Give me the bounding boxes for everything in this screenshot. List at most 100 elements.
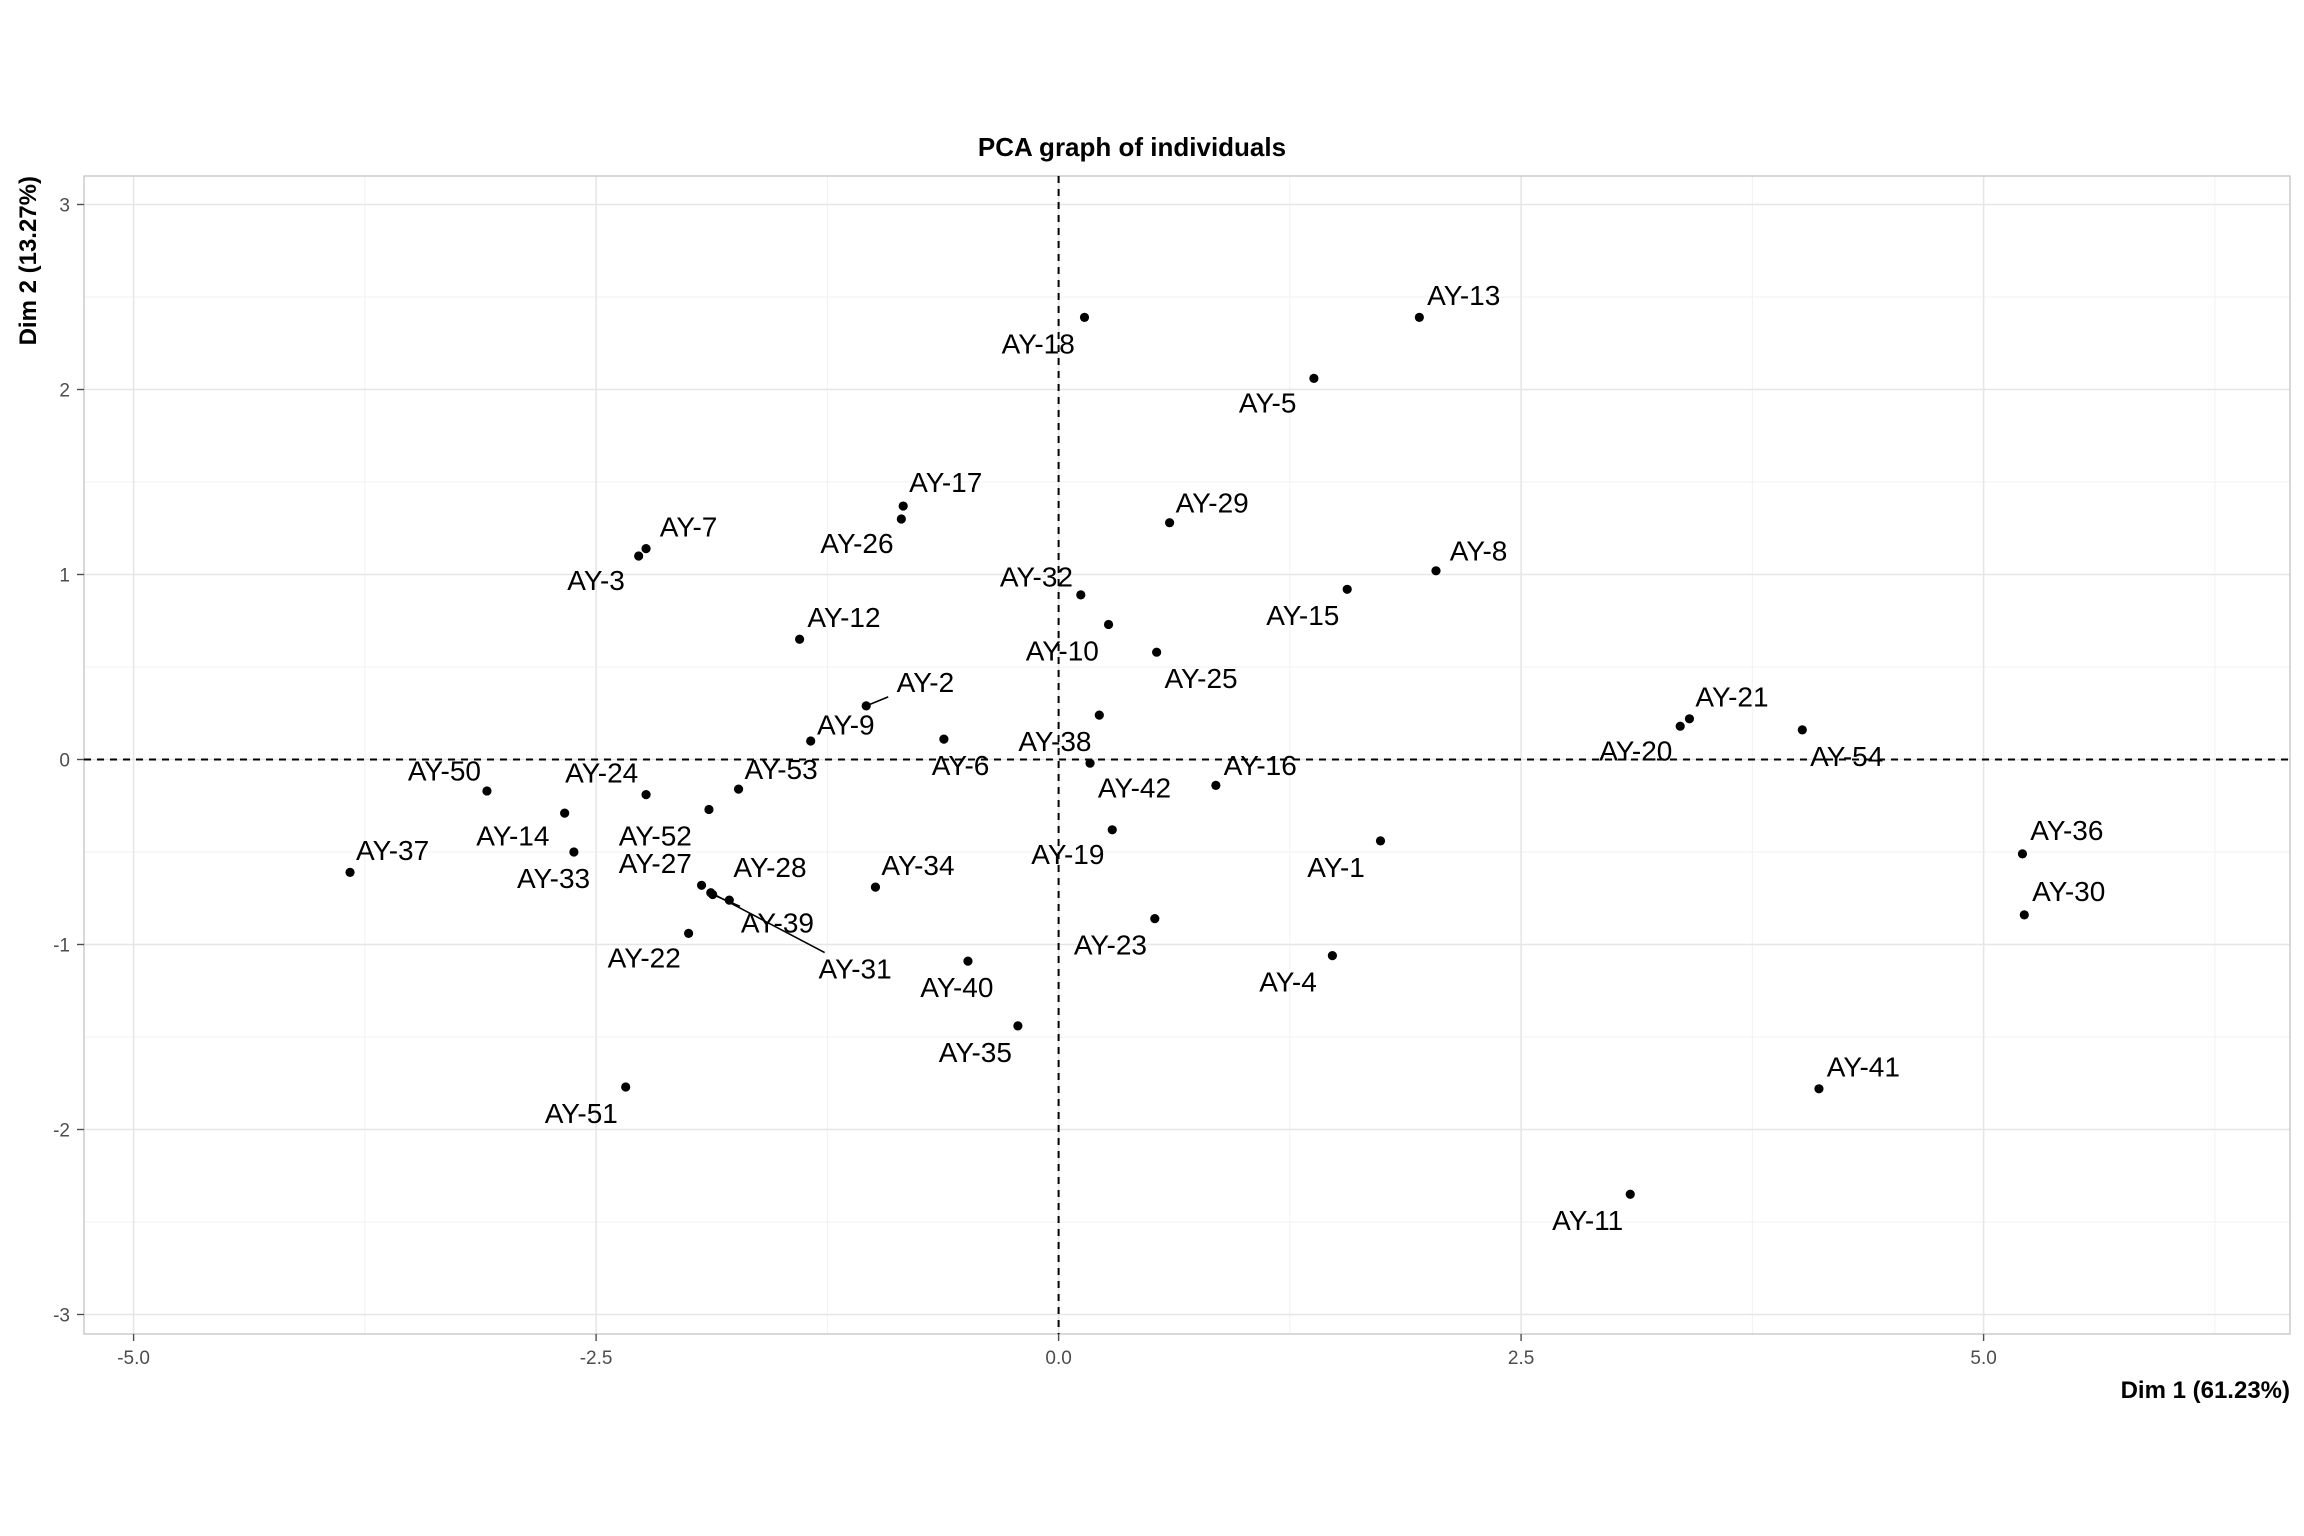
- y-tick-label: -2: [53, 1121, 70, 1142]
- chart-title: PCA graph of individuals: [978, 132, 1286, 162]
- label-ay-50: AY-50: [408, 756, 481, 787]
- point-ay-15: [1342, 584, 1352, 594]
- label-ay-20: AY-20: [1599, 735, 1672, 766]
- y-tick-label: 3: [59, 196, 70, 217]
- y-tick-label: 2: [59, 381, 70, 402]
- label-ay-52: AY-52: [619, 820, 692, 851]
- point-ay-18: [1079, 312, 1090, 322]
- point-ay-50: [482, 786, 492, 796]
- y-tick-label: 0: [59, 751, 70, 772]
- data-points: [345, 312, 2029, 1199]
- point-ay-4: [1327, 951, 1337, 961]
- x-tick-label: 0.0: [1045, 1348, 1071, 1369]
- label-ay-37: AY-37: [356, 835, 429, 866]
- point-ay-16: [1211, 780, 1221, 791]
- x-tick-label: -2.5: [580, 1348, 613, 1369]
- label-ay-3: AY-3: [567, 565, 625, 596]
- label-ay-6: AY-6: [932, 750, 990, 781]
- label-ay-2: AY-2: [897, 667, 955, 698]
- label-ay-54: AY-54: [1810, 741, 1883, 772]
- point-ay-14: [560, 808, 570, 818]
- x-tick-label: 5.0: [1970, 1348, 1996, 1369]
- label-ay-19: AY-19: [1031, 839, 1104, 870]
- panel-border: [83, 175, 2291, 1335]
- point-ay-35: [1013, 1021, 1023, 1031]
- label-ay-31: AY-31: [819, 954, 892, 985]
- point-ay-54: [1797, 725, 1807, 735]
- reference-lines: [84, 176, 2290, 1334]
- point-ay-7: [641, 544, 651, 554]
- point-ay-38: [1094, 710, 1104, 720]
- point-ay-29: [1165, 518, 1175, 528]
- point-ay-5: [1309, 373, 1319, 383]
- label-ay-29: AY-29: [1176, 487, 1249, 518]
- label-ay-7: AY-7: [660, 511, 718, 542]
- label-ay-14: AY-14: [476, 820, 549, 851]
- point-ay-23: [1150, 914, 1160, 924]
- y-tick-label: -3: [53, 1306, 70, 1327]
- label-ay-13: AY-13: [1427, 280, 1500, 311]
- point-ay-30: [2019, 910, 2029, 920]
- label-ay-26: AY-26: [820, 528, 893, 559]
- label-ay-51: AY-51: [545, 1098, 618, 1129]
- point-ay-20: [1675, 721, 1685, 731]
- point-ay-13: [1414, 312, 1424, 322]
- point-ay-3: [634, 551, 644, 561]
- point-ay-42: [1085, 758, 1095, 768]
- label-ay-10: AY-10: [1026, 635, 1099, 666]
- y-tick-label: -1: [53, 936, 70, 957]
- point-ay-40: [963, 956, 973, 966]
- point-ay-21: [1684, 714, 1695, 724]
- point-ay-9: [806, 736, 816, 746]
- axes: -5.0 -2.5 0.0 2.5 5.0 -3 -2 -1 0 1 2 3: [53, 196, 1997, 1370]
- label-ay-28: AY-28: [733, 852, 806, 883]
- point-ay-2: [861, 701, 871, 711]
- point-ay-39: [708, 889, 718, 900]
- point-labels: AY-1 AY-2 AY-3 AY-4 AY-5 AY-6 AY-7 AY-8 AY-9 AY-1…: [356, 280, 2105, 1236]
- label-ay-53: AY-53: [745, 754, 818, 785]
- point-ay-24: [641, 790, 651, 800]
- label-ay-8: AY-8: [1450, 535, 1508, 566]
- label-ay-35: AY-35: [939, 1037, 1012, 1068]
- point-ay-32: [1076, 590, 1086, 600]
- label-ay-38: AY-38: [1018, 726, 1091, 757]
- label-ay-4: AY-4: [1259, 967, 1317, 998]
- label-ay-32: AY-32: [1000, 561, 1073, 592]
- point-ay-12: [795, 634, 805, 644]
- point-ay-26: [896, 514, 906, 524]
- label-ay-15: AY-15: [1266, 600, 1339, 631]
- label-ay-27: AY-27: [619, 848, 692, 879]
- point-ay-37: [345, 867, 355, 877]
- x-tick-label: -5.0: [117, 1348, 150, 1369]
- label-ay-23: AY-23: [1074, 930, 1147, 961]
- x-tick-label: 2.5: [1508, 1348, 1534, 1369]
- point-ay-33: [569, 847, 579, 857]
- label-ay-17: AY-17: [909, 467, 982, 498]
- label-ay-41: AY-41: [1827, 1052, 1900, 1083]
- point-ay-27: [696, 880, 707, 890]
- point-ay-34: [870, 882, 881, 892]
- point-ay-36: [2017, 849, 2028, 859]
- label-ay-11: AY-11: [1552, 1205, 1623, 1236]
- point-ay-6: [939, 734, 949, 744]
- point-ay-22: [684, 928, 694, 939]
- label-ay-33: AY-33: [517, 863, 590, 894]
- y-axis-title: Dim 2 (13.27%): [15, 176, 42, 345]
- label-ay-25: AY-25: [1164, 663, 1237, 694]
- label-ay-9: AY-9: [817, 709, 875, 740]
- point-ay-11: [1625, 1189, 1635, 1199]
- label-ay-39: AY-39: [741, 907, 814, 938]
- label-ay-16: AY-16: [1224, 750, 1297, 781]
- label-ay-5: AY-5: [1239, 387, 1297, 418]
- point-ay-1: [1375, 836, 1386, 846]
- label-ay-1: AY-1: [1307, 852, 1365, 883]
- label-ay-24: AY-24: [565, 757, 638, 788]
- label-ay-34: AY-34: [881, 850, 954, 881]
- label-ay-40: AY-40: [920, 972, 993, 1003]
- point-ay-19: [1107, 825, 1117, 835]
- label-ay-42: AY-42: [1098, 772, 1171, 803]
- label-ay-12: AY-12: [807, 602, 880, 633]
- point-ay-28: [724, 895, 734, 905]
- point-ay-51: [621, 1082, 631, 1092]
- label-ay-30: AY-30: [2032, 876, 2105, 907]
